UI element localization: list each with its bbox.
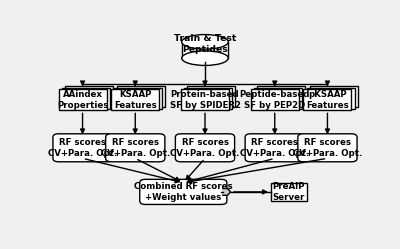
FancyBboxPatch shape: [245, 134, 304, 162]
Text: RF scores
CV+Para. Opt.: RF scores CV+Para. Opt.: [170, 138, 240, 158]
FancyBboxPatch shape: [58, 89, 106, 110]
Text: AAindex
Properties: AAindex Properties: [57, 90, 108, 110]
FancyBboxPatch shape: [114, 88, 162, 109]
Text: KSAAP
Features: KSAAP Features: [114, 90, 157, 110]
Polygon shape: [182, 42, 228, 58]
FancyBboxPatch shape: [251, 89, 299, 110]
Ellipse shape: [182, 35, 228, 49]
Text: PreAIP
Server: PreAIP Server: [272, 182, 305, 202]
FancyBboxPatch shape: [254, 88, 302, 109]
Text: RF scores
CV+Para. Opt.: RF scores CV+Para. Opt.: [240, 138, 310, 158]
Polygon shape: [223, 188, 230, 195]
FancyBboxPatch shape: [310, 86, 358, 107]
FancyBboxPatch shape: [187, 86, 235, 107]
FancyBboxPatch shape: [306, 88, 354, 109]
FancyBboxPatch shape: [106, 134, 165, 162]
Ellipse shape: [182, 51, 228, 65]
Text: Combined RF scores
+Weight values: Combined RF scores +Weight values: [134, 182, 233, 202]
FancyBboxPatch shape: [65, 86, 113, 107]
FancyBboxPatch shape: [118, 86, 166, 107]
Text: Train & Test
Peptides: Train & Test Peptides: [174, 34, 236, 54]
FancyBboxPatch shape: [53, 134, 112, 162]
FancyBboxPatch shape: [271, 183, 306, 201]
FancyBboxPatch shape: [257, 86, 305, 107]
Text: Protein-based
SF by SPIDER2: Protein-based SF by SPIDER2: [170, 90, 240, 110]
Text: RF scores
CV+Para. Opt.: RF scores CV+Para. Opt.: [48, 138, 117, 158]
Text: RF scores
CV+Para. Opt.: RF scores CV+Para. Opt.: [293, 138, 362, 158]
Text: pKSAAP
Features: pKSAAP Features: [306, 90, 349, 110]
FancyBboxPatch shape: [304, 89, 352, 110]
FancyBboxPatch shape: [111, 89, 159, 110]
FancyBboxPatch shape: [175, 134, 235, 162]
FancyBboxPatch shape: [140, 179, 227, 204]
Text: Peptide-based
SF by PEP2D: Peptide-based SF by PEP2D: [240, 90, 310, 110]
FancyBboxPatch shape: [62, 88, 110, 109]
FancyBboxPatch shape: [181, 89, 229, 110]
FancyBboxPatch shape: [184, 88, 232, 109]
FancyBboxPatch shape: [298, 134, 357, 162]
Text: RF scores
CV+Para. Opt.: RF scores CV+Para. Opt.: [100, 138, 170, 158]
